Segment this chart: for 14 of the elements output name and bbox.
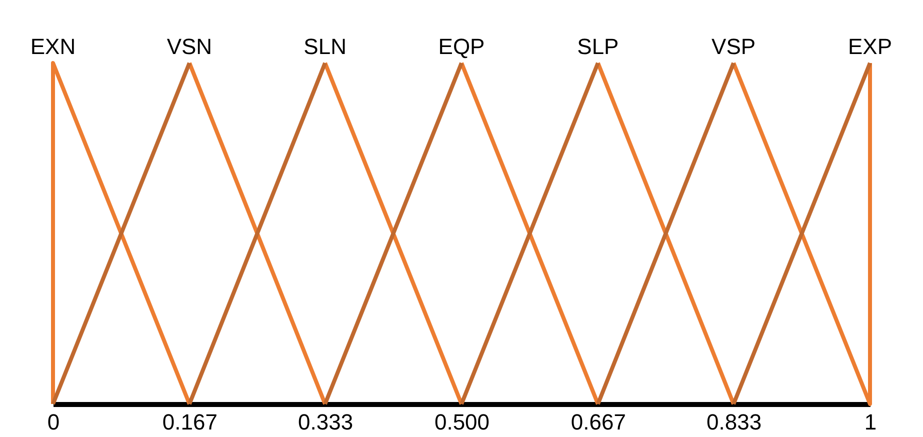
x-tick-label: 0.333 bbox=[298, 410, 354, 434]
x-tick-label: 0.667 bbox=[570, 410, 626, 434]
x-tick-label: 0.500 bbox=[434, 410, 490, 434]
annotation: SLN bbox=[304, 34, 346, 59]
annotation: EXN bbox=[30, 34, 76, 59]
x-tick-label: 0 bbox=[47, 410, 60, 434]
x-tick-label: 0.167 bbox=[162, 410, 218, 434]
annotation: EXP bbox=[848, 34, 892, 59]
annotation: EQP bbox=[438, 34, 485, 59]
annotation: SLP bbox=[577, 34, 619, 59]
annotation: VSN bbox=[166, 34, 212, 59]
x-tick-label: 0.833 bbox=[706, 410, 762, 434]
annotation: VSP bbox=[712, 34, 756, 59]
x-tick-label: 1 bbox=[864, 410, 877, 434]
